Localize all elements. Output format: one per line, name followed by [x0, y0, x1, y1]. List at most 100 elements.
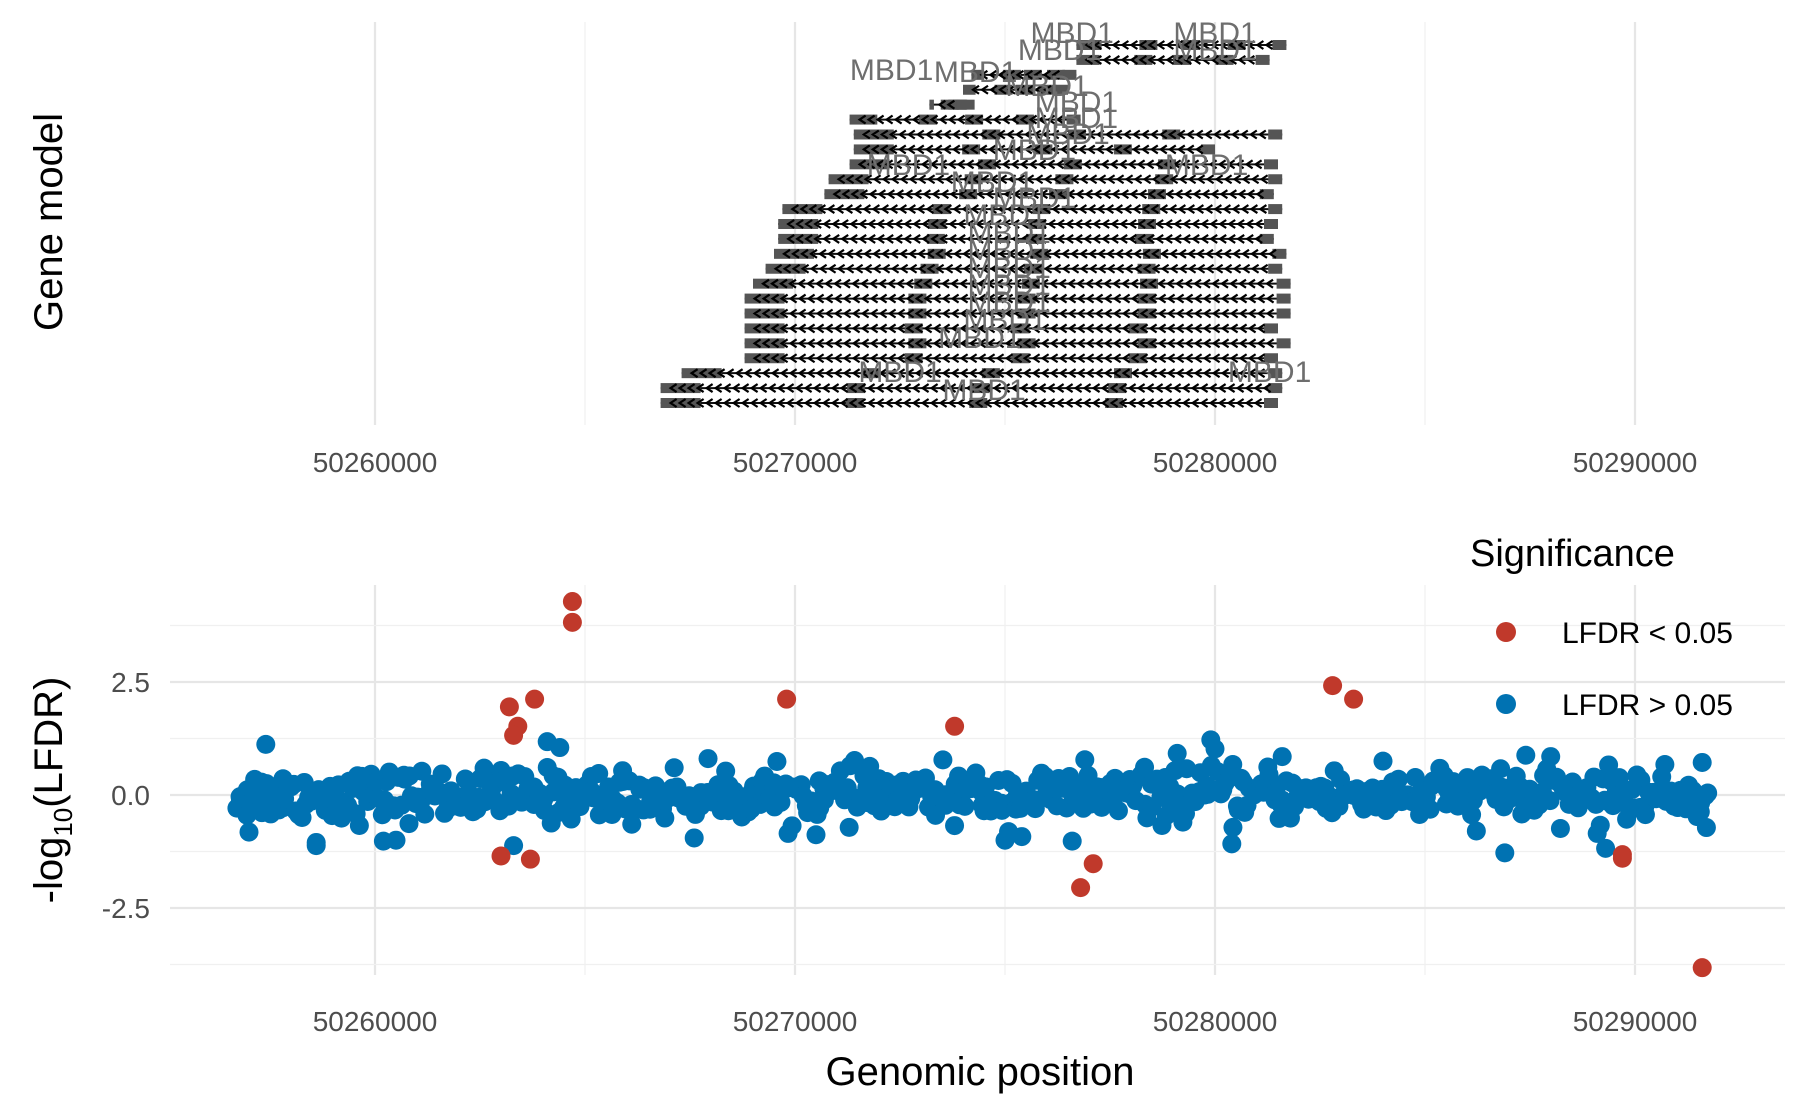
transcript [778, 219, 1278, 229]
point-nonsignificant [1635, 805, 1655, 825]
strand-arrows [689, 368, 1266, 379]
point-nonsignificant [845, 751, 865, 771]
point-significant [945, 716, 965, 736]
point-significant [562, 592, 582, 612]
point-nonsignificant [415, 804, 435, 824]
exon [845, 398, 864, 408]
point-significant [1071, 878, 1091, 898]
exon [971, 69, 984, 80]
strand-arrows [861, 129, 1267, 140]
strand-arrows [786, 219, 1263, 229]
point-nonsignificant [1550, 819, 1570, 839]
exon [1227, 40, 1246, 50]
transcript [853, 129, 1283, 140]
strand-arrows [979, 69, 1061, 80]
exon [1259, 189, 1274, 200]
gene-model-y-axis-title: Gene model [27, 113, 71, 331]
gene-model-transcripts [660, 40, 1291, 408]
x-tick-label: 50280000 [1153, 447, 1278, 478]
exon [847, 383, 866, 394]
transcript-label: MBD1 [1165, 149, 1248, 182]
exon [1063, 159, 1082, 170]
point-nonsignificant [839, 817, 859, 837]
point-nonsignificant [1599, 755, 1619, 775]
transcript-label: MBD1 [1031, 17, 1114, 50]
point-nonsignificant [1540, 791, 1560, 811]
exon [1028, 219, 1047, 229]
x-tick-label: 50290000 [1573, 1006, 1698, 1037]
point-nonsignificant [1272, 747, 1292, 767]
transcript-label: MBD1 [850, 54, 933, 87]
exon [1276, 278, 1291, 289]
exon [963, 84, 976, 95]
exon [1268, 174, 1283, 185]
point-significant [491, 846, 511, 866]
transcript [849, 114, 1081, 125]
exon [1268, 129, 1283, 140]
exon [1017, 293, 1036, 304]
exon [1017, 308, 1036, 319]
transcript [774, 248, 1287, 259]
point-nonsignificant [655, 808, 675, 828]
strand-arrows [790, 204, 1268, 214]
point-nonsignificant [1012, 827, 1032, 847]
transcript-label: MBD1 [1005, 70, 1088, 103]
point-nonsignificant [239, 822, 259, 842]
point-nonsignificant [306, 832, 326, 852]
exon [1023, 69, 1042, 80]
exon [1137, 293, 1156, 304]
exon [1264, 353, 1278, 364]
exon [926, 233, 945, 244]
exon [1264, 323, 1278, 334]
exon [1062, 69, 1077, 80]
legend-label-nonsig: LFDR > 0.05 [1562, 689, 1733, 722]
strand-arrows [761, 278, 1274, 289]
transcript-label: MBD1 [938, 322, 1021, 355]
exon [932, 204, 951, 215]
point-nonsignificant [1222, 834, 1242, 854]
exon [981, 368, 1000, 379]
point-nonsignificant [1495, 843, 1515, 863]
strand-arrows [836, 174, 1269, 185]
exon [1134, 54, 1153, 65]
transcript-label: MBD1 [1035, 102, 1118, 135]
point-nonsignificant [1692, 752, 1712, 772]
exon [1011, 353, 1030, 364]
strand-arrows [752, 338, 1275, 349]
legend-label-sig: LFDR < 0.05 [1562, 617, 1733, 650]
exon [971, 383, 990, 394]
transcript-label: MBD1 [963, 199, 1046, 232]
transcript [929, 99, 975, 110]
exon [1276, 293, 1291, 304]
point-nonsignificant [1462, 805, 1482, 825]
point-nonsignificant [1062, 831, 1082, 851]
exon [1026, 233, 1044, 244]
exon [1030, 248, 1049, 259]
transcript-label: MBD1 [1173, 34, 1256, 67]
point-nonsignificant [1223, 755, 1243, 775]
exon [1017, 338, 1036, 349]
strand-arrows [1084, 55, 1256, 65]
point-nonsignificant [1696, 818, 1716, 838]
transcript [1076, 54, 1270, 65]
exon [1108, 383, 1127, 394]
transcript-label: MBD1 [968, 252, 1051, 285]
point-significant [1612, 848, 1632, 868]
transcript-label: MBD1 [993, 134, 1076, 167]
scatter-y-axis-title: -log10(LFDR) [27, 677, 78, 904]
exon [956, 99, 975, 110]
x-tick-label: 50270000 [733, 1006, 858, 1037]
point-nonsignificant [684, 828, 704, 848]
exon [1264, 159, 1278, 170]
exon [1264, 398, 1278, 408]
point-nonsignificant [1698, 783, 1718, 803]
point-nonsignificant [349, 816, 369, 836]
transcript-label: MBD1 [951, 166, 1034, 199]
exon [918, 114, 937, 125]
exon [1268, 368, 1283, 379]
exon [904, 323, 923, 334]
transcript [765, 263, 1283, 274]
exon [1268, 204, 1283, 215]
y-axis-title-subscript: 10 [48, 808, 78, 837]
